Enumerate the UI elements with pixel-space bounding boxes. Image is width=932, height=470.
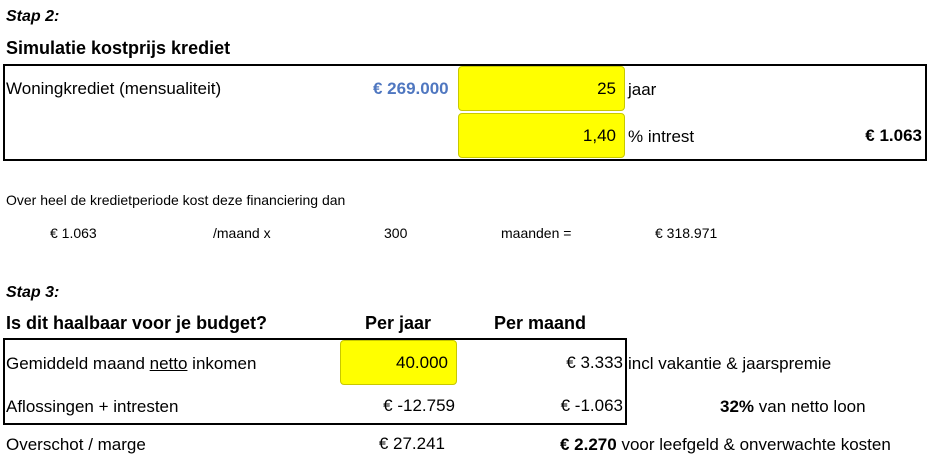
step2-title: Simulatie kostprijs krediet	[6, 38, 231, 58]
interest-unit: % intrest	[628, 127, 695, 146]
years-unit: jaar	[628, 80, 657, 99]
years-input[interactable]: 25	[458, 66, 625, 111]
summary-months: 300	[384, 225, 408, 241]
income-label: Gemiddeld maand netto inkomen	[6, 354, 256, 374]
summary-sentence: Over heel de kredietperiode kost deze fi…	[6, 192, 346, 208]
income-label-pre: Gemiddeld maand	[6, 354, 150, 373]
income-label-post: inkomen	[187, 354, 257, 373]
income-month: € 3.333	[566, 353, 623, 372]
summary-months-label: maanden =	[501, 225, 572, 241]
step2-heading: Stap 2:	[6, 8, 60, 25]
income-label-netto: netto	[149, 354, 188, 373]
income-year-value: 40.000	[396, 352, 448, 372]
repay-pct-note: 32% van netto loon	[720, 397, 866, 417]
repay-year: € -12.759	[383, 396, 455, 415]
repay-pct: 32%	[720, 397, 755, 416]
surplus-year: € 27.241	[378, 434, 445, 453]
income-input[interactable]: 40.000	[340, 340, 457, 385]
summary-per-month: /maand x	[213, 225, 271, 241]
monthly-payment: € 1.063	[865, 126, 922, 145]
repay-month: € -1.063	[560, 396, 623, 415]
loan-label: Woningkrediet (mensualiteit)	[6, 79, 222, 98]
budget-box	[3, 338, 627, 425]
surplus-label: Overschot / marge	[6, 435, 146, 454]
step3-question: Is dit haalbaar voor je budget?	[6, 313, 268, 333]
interest-value: 1,40	[582, 125, 616, 145]
summary-monthly: € 1.063	[50, 225, 97, 241]
step3-heading: Stap 3:	[6, 284, 60, 301]
loan-box	[3, 64, 927, 161]
surplus-month-note: € 2.270 voor leefgeld & onverwachte kost…	[560, 435, 891, 455]
income-note: incl vakantie & jaarspremie	[628, 354, 832, 373]
col-month-header: Per maand	[494, 313, 587, 333]
surplus-month: € 2.270	[560, 435, 617, 454]
loan-amount: € 269.000	[373, 79, 449, 98]
interest-input[interactable]: 1,40	[458, 113, 625, 158]
surplus-note: voor leefgeld & onverwachte kosten	[621, 435, 891, 454]
repay-note: van netto loon	[758, 397, 866, 416]
col-year-header: Per jaar	[365, 313, 432, 333]
years-value: 25	[597, 78, 616, 98]
summary-total: € 318.971	[655, 225, 718, 241]
repay-label: Aflossingen + intresten	[6, 397, 179, 416]
